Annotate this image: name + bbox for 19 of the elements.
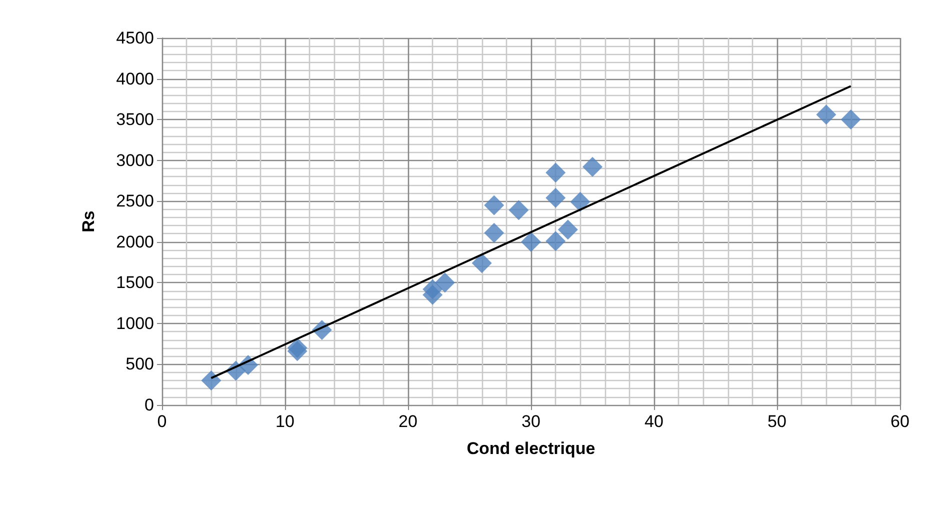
x-tick-label: 20 xyxy=(398,412,418,431)
x-tick-label: 60 xyxy=(890,412,910,431)
x-tick-label: 50 xyxy=(768,412,786,431)
y-tick-label: 1500 xyxy=(116,273,154,292)
y-tick-label: 4500 xyxy=(116,28,154,48)
y-tick-label: 3500 xyxy=(116,110,154,130)
x-axis-title: Cond electrique xyxy=(466,439,596,458)
y-tick-label: 4000 xyxy=(116,69,154,88)
x-tick-label: 30 xyxy=(522,412,540,431)
y-tick-label: 2000 xyxy=(116,232,154,252)
y-tick-label: 3000 xyxy=(116,150,154,170)
y-axis-title: Rs xyxy=(79,210,98,232)
x-tick-label: 10 xyxy=(276,412,294,431)
y-tick-label: 2500 xyxy=(116,192,154,211)
x-tick-label: 0 xyxy=(157,412,167,431)
x-tick-label: 40 xyxy=(644,412,664,431)
y-tick-label: 0 xyxy=(144,396,154,414)
y-tick-label: 500 xyxy=(126,354,154,374)
y-tick-label: 1000 xyxy=(116,314,154,333)
